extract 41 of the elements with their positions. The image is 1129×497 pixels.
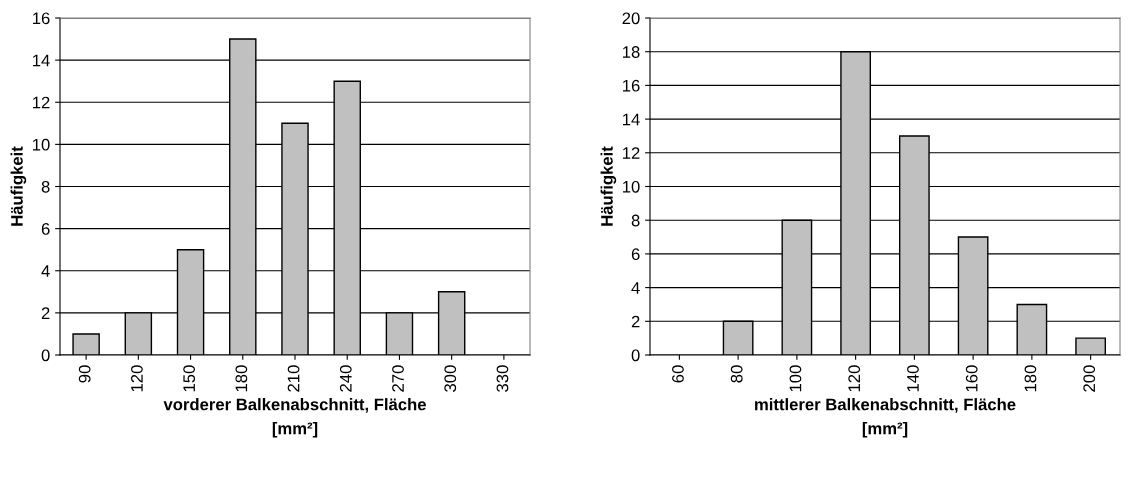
y-tick-label: 8 <box>41 180 50 193</box>
x-axis-title: vorderer Balkenabschnitt, Fläche [mm²] <box>163 398 426 438</box>
x-tick-label: 270 <box>392 365 404 392</box>
y-tick-label: 12 <box>33 96 50 109</box>
y-tick-label: 20 <box>622 12 640 25</box>
y-axis-title: Häufigkeit <box>600 146 617 226</box>
x-tick-label: 180 <box>235 365 248 392</box>
x-tick-label: 210 <box>287 365 300 392</box>
x-tick-label: 180 <box>1024 365 1037 392</box>
x-tick-label: 120 <box>848 365 861 392</box>
y-tick-label: 4 <box>41 265 50 277</box>
y-tick-label: 10 <box>623 180 640 193</box>
x-tick-label: 120 <box>131 365 143 392</box>
x-tick-label: 200 <box>1083 365 1096 392</box>
x-tick-label: 300 <box>444 365 457 392</box>
x-tick-label: 160 <box>965 365 978 392</box>
y-tick-label: 10 <box>33 138 50 151</box>
y-tick-label: 18 <box>623 46 640 58</box>
y-tick-label: 14 <box>33 54 50 67</box>
y-tick-label: 6 <box>631 248 640 261</box>
x-tick-label: 60 <box>672 365 684 383</box>
y-tick-label: 0 <box>631 349 640 362</box>
y-tick-label: 6 <box>41 223 50 235</box>
y-axis-title: Häufigkeit <box>10 146 27 226</box>
x-tick-label: 80 <box>730 365 743 383</box>
x-tick-label: 330 <box>496 365 509 392</box>
y-tick-label: 12 <box>623 147 640 159</box>
y-tick-label: 8 <box>631 214 640 227</box>
y-tick-label: 2 <box>41 307 50 319</box>
x-tick-label: 140 <box>907 365 919 392</box>
y-tick-label: 16 <box>33 12 50 25</box>
x-axis-title: mittlerer Balkenabschnitt, Fläche [mm²] <box>755 398 1016 438</box>
y-tick-label: 0 <box>41 349 50 362</box>
x-tick-label: 150 <box>183 365 196 392</box>
x-tick-label: 100 <box>789 365 802 392</box>
y-tick-label: 14 <box>623 113 640 126</box>
x-tick-label: 90 <box>78 365 91 383</box>
y-tick-label: 4 <box>631 282 640 294</box>
y-tick-label: 2 <box>631 315 640 328</box>
x-tick-label: 240 <box>339 365 352 392</box>
y-tick-label: 16 <box>623 79 640 92</box>
